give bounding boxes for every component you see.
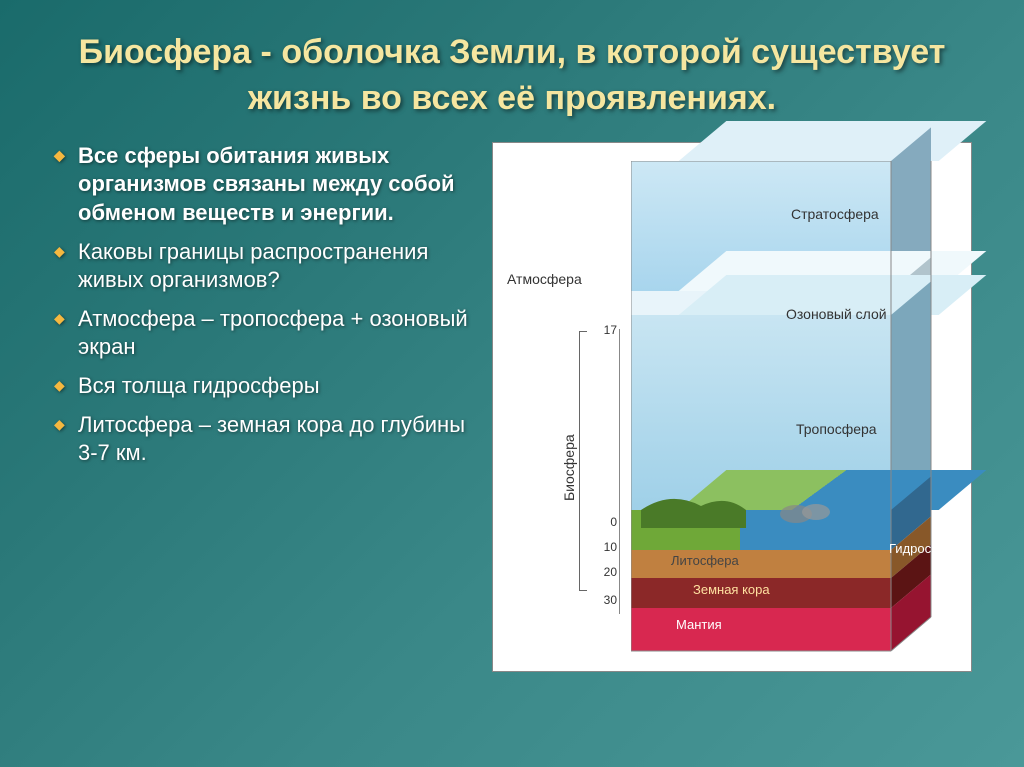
bullet-item: Атмосфера – тропосфера + озоновый экран — [50, 305, 470, 362]
bullet-item: Вся толща гидросферы — [50, 372, 470, 401]
bullet-item: Все сферы обитания живых организмов связ… — [50, 142, 470, 228]
tick: 17 — [587, 323, 617, 337]
slide: Биосфера - оболочка Земли, в которой сущ… — [0, 0, 1024, 767]
biosphere-bracket — [579, 331, 587, 591]
label-stratosphere: Стратосфера — [791, 206, 879, 222]
label-lithosphere: Литосфера — [671, 553, 739, 568]
slide-title: Биосфера - оболочка Земли, в которой сущ… — [50, 30, 974, 122]
tick: 10 — [587, 540, 617, 554]
atmosphere-label: Атмосфера — [507, 271, 582, 287]
tick: 20 — [587, 565, 617, 579]
bullet-column: Все сферы обитания живых организмов связ… — [50, 142, 470, 672]
diagram-column: Атмосфера Биосфера 17 0 10 20 30 — [490, 142, 974, 672]
bullet-item: Литосфера – земная кора до глубины 3-7 к… — [50, 411, 470, 468]
diagram-scene: Атмосфера Биосфера 17 0 10 20 30 — [501, 151, 963, 663]
label-hydrosphere: Гидросфера — [889, 541, 964, 556]
bullet-list: Все сферы обитания живых организмов связ… — [50, 142, 470, 468]
tick-axis — [619, 329, 620, 614]
label-ozone: Озоновый слой — [786, 306, 887, 322]
biosphere-diagram: Атмосфера Биосфера 17 0 10 20 30 — [492, 142, 972, 672]
tick: 0 — [587, 515, 617, 529]
tick: 30 — [587, 593, 617, 607]
layer-surface — [631, 510, 891, 550]
biosphere-vertical-label: Биосфера — [561, 434, 577, 501]
label-mantle: Мантия — [676, 617, 722, 632]
iso-block: Стратосфера Озоновый слой Тропосфера Гид… — [631, 161, 951, 661]
layer-mantle — [631, 608, 891, 651]
layer-lithosphere — [631, 550, 891, 578]
content-row: Все сферы обитания живых организмов связ… — [50, 142, 974, 672]
label-crust: Земная кора — [693, 582, 770, 597]
label-troposphere: Тропосфера — [796, 421, 877, 437]
bullet-item: Каковы границы распространения живых орг… — [50, 238, 470, 295]
